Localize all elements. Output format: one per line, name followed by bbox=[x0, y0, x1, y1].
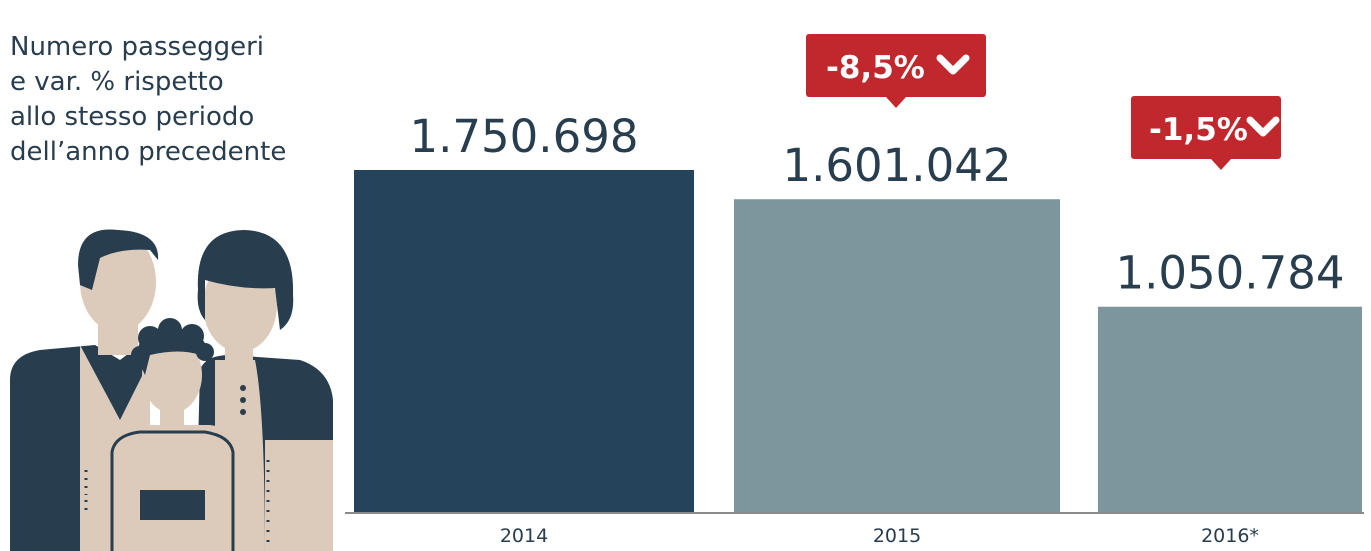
change-label-2015: -8,5% bbox=[826, 50, 925, 86]
category-label-2015: 2015 bbox=[873, 525, 921, 547]
value-label-2014: 1.750.698 bbox=[409, 110, 638, 163]
change-badge-2016: -1,5% bbox=[1131, 96, 1281, 170]
category-label-2016: 2016* bbox=[1201, 525, 1259, 547]
description-line-2: e var. % rispetto bbox=[10, 67, 224, 97]
category-label-2014: 2014 bbox=[500, 525, 548, 547]
change-label-2016: -1,5% bbox=[1149, 112, 1248, 148]
value-label-2015: 1.601.042 bbox=[782, 139, 1011, 192]
value-label-2016: 1.050.784 bbox=[1115, 247, 1344, 300]
description-line-4: dell’anno precedente bbox=[10, 137, 287, 167]
description-line-1: Numero passeggeri bbox=[10, 32, 264, 62]
bar-2016 bbox=[1098, 306, 1362, 512]
bar-2014 bbox=[354, 170, 694, 512]
change-badge-2015: -8,5% bbox=[806, 34, 986, 108]
bar-2015 bbox=[734, 199, 1060, 512]
chevron-down-icon bbox=[1246, 116, 1280, 137]
chart-description: Numero passeggeri e var. % rispetto allo… bbox=[10, 30, 286, 170]
description-line-3: allo stesso periodo bbox=[10, 102, 255, 132]
chevron-down-icon bbox=[936, 54, 970, 75]
family-illustration bbox=[10, 229, 333, 551]
child-figure bbox=[105, 318, 240, 551]
